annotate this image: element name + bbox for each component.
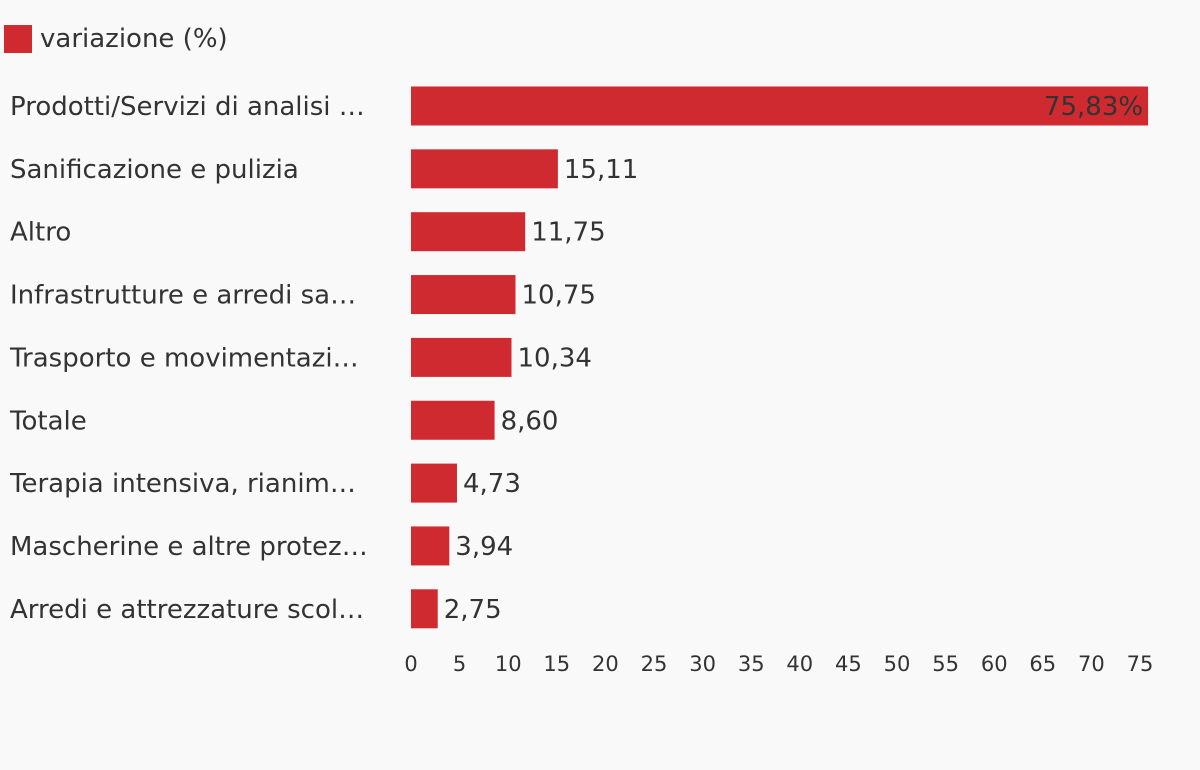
category-label: Trasporto e movimentazi… xyxy=(9,343,359,373)
bar xyxy=(411,337,512,377)
chart-legend: variazione (%) xyxy=(4,24,228,54)
x-tick-label: 50 xyxy=(884,652,911,676)
value-label: 15,11 xyxy=(564,155,638,185)
bar xyxy=(411,149,558,189)
bar xyxy=(411,526,450,566)
bar xyxy=(411,589,438,629)
x-tick-label: 30 xyxy=(689,652,716,676)
bar xyxy=(411,275,516,315)
x-tick-label: 35 xyxy=(738,652,765,676)
legend-swatch xyxy=(4,25,32,53)
value-label: 11,75 xyxy=(531,218,605,248)
x-tick-label: 25 xyxy=(641,652,668,676)
x-tick-label: 15 xyxy=(543,652,570,676)
value-label: 75,83% xyxy=(1044,92,1143,122)
bar xyxy=(411,86,1149,126)
x-tick-label: 70 xyxy=(1078,652,1105,676)
value-label: 10,75 xyxy=(521,281,595,311)
x-tick-label: 65 xyxy=(1029,652,1056,676)
category-label: Terapia intensiva, rianim… xyxy=(9,469,356,499)
x-tick-label: 45 xyxy=(835,652,862,676)
value-label: 2,75 xyxy=(444,595,502,625)
x-tick-label: 75 xyxy=(1127,652,1154,676)
x-tick-label: 55 xyxy=(932,652,959,676)
category-label: Altro xyxy=(10,218,71,248)
legend-label: variazione (%) xyxy=(40,24,228,54)
value-label: 4,73 xyxy=(463,469,521,499)
category-label: Mascherine e altre protez… xyxy=(10,532,368,562)
category-label: Sanificazione e pulizia xyxy=(10,155,299,185)
category-label: Totale xyxy=(9,406,87,436)
x-tick-label: 10 xyxy=(495,652,522,676)
bar xyxy=(411,400,495,440)
value-label: 8,60 xyxy=(501,406,559,436)
x-tick-label: 0 xyxy=(404,652,417,676)
value-label: 10,34 xyxy=(518,343,592,373)
category-label: Infrastrutture e arredi sa… xyxy=(10,281,356,311)
bar xyxy=(411,212,526,252)
x-tick-label: 40 xyxy=(786,652,813,676)
value-label: 3,94 xyxy=(455,532,513,562)
bar xyxy=(411,463,457,503)
x-tick-label: 60 xyxy=(981,652,1008,676)
category-label: Arredi e attrezzature scol… xyxy=(10,595,364,625)
category-label: Prodotti/Servizi di analisi … xyxy=(10,92,365,122)
x-tick-label: 20 xyxy=(592,652,619,676)
x-tick-label: 5 xyxy=(453,652,466,676)
